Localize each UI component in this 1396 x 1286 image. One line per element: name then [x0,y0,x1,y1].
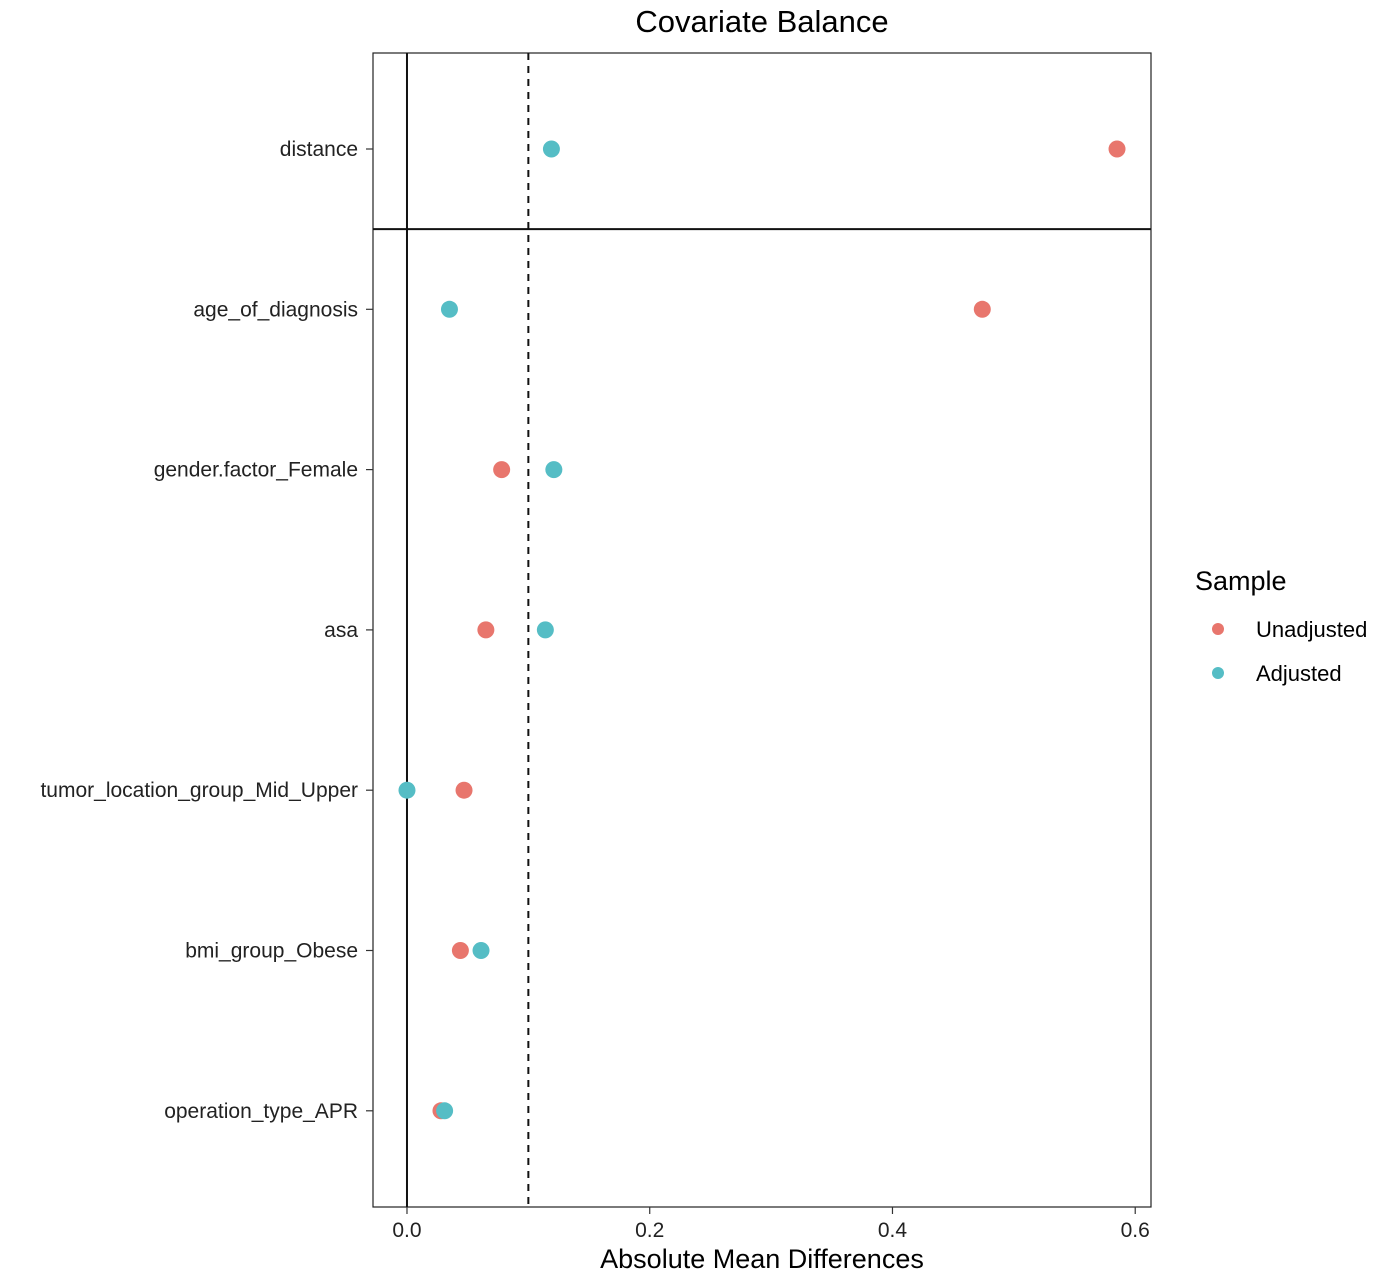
point-unadjusted [451,942,469,959]
x-axis-title: Absolute Mean Differences [600,1244,924,1274]
legend-label-unadjusted: Unadjusted [1256,617,1367,642]
point-adjusted [398,781,416,799]
point-unadjusted [493,461,511,479]
legend: Sample Unadjusted Adjusted [1195,566,1367,686]
y-axis: distance age_of_diagnosis gender.factor_Fe… [40,138,373,1123]
point-adjusted [536,621,554,639]
plot-panel [372,52,1152,1208]
reference-lines [373,53,1151,1207]
x-tick-label: 0.4 [878,1219,908,1242]
point-unadjusted [973,300,991,318]
legend-title: Sample [1195,566,1287,596]
point-unadjusted [1108,140,1126,158]
y-tick-label: bmi_group_Obese [185,940,358,963]
y-tick-label: tumor_location_group_Mid_Upper [40,779,358,802]
point-adjusted [440,300,458,318]
legend-key-unadjusted [1212,623,1224,635]
x-tick-label: 0.2 [635,1219,664,1242]
y-tick-label: operation_type_APR [164,1100,358,1123]
y-tick-label: gender.factor_Female [154,459,358,482]
point-unadjusted [455,781,473,799]
point-adjusted [472,942,490,959]
y-tick-label: asa [324,619,358,642]
x-tick-label: 0.0 [392,1219,421,1242]
point-adjusted [436,1102,454,1120]
chart-title: Covariate Balance [635,4,888,39]
legend-label-adjusted: Adjusted [1256,661,1342,686]
data-points [398,140,1126,1120]
y-tick-label: age_of_diagnosis [193,298,358,321]
x-tick-label: 0.6 [1121,1219,1150,1242]
point-adjusted [545,461,563,479]
x-axis: 0.0 0.2 0.4 0.6 [392,1207,1150,1242]
legend-key-adjusted [1212,667,1224,679]
point-unadjusted [477,621,495,639]
y-tick-label: distance [280,138,358,161]
point-adjusted [542,140,560,158]
